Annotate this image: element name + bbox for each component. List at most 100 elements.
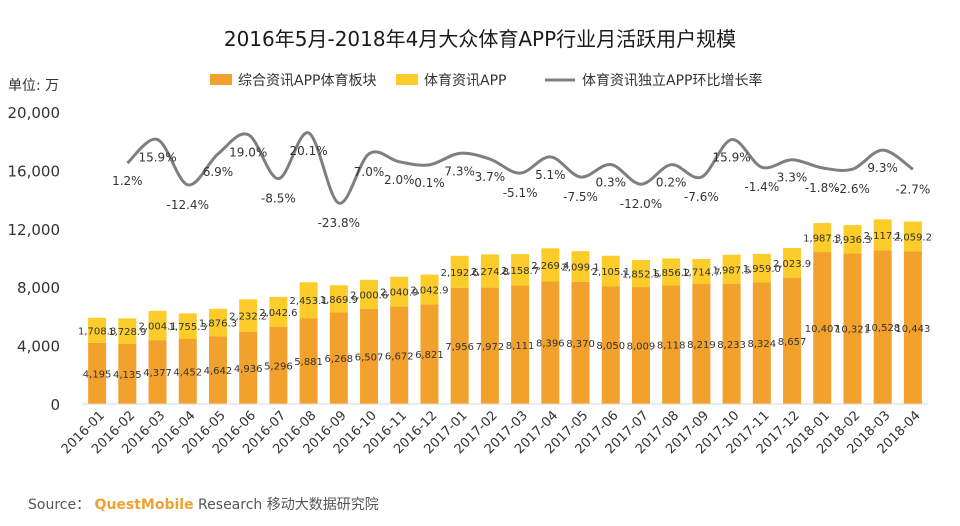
data-label-series-1: 8,233 bbox=[717, 340, 746, 351]
bar-segment-series-2 bbox=[752, 253, 771, 283]
bar-segment-series-2 bbox=[450, 255, 469, 288]
bar-segment-series-1 bbox=[903, 251, 922, 404]
bar-segment-series-2 bbox=[722, 254, 741, 284]
x-axis: 2016-012016-022016-032016-042016-052016-… bbox=[59, 403, 928, 457]
data-label-series-2: 1,876.3 bbox=[199, 319, 237, 330]
data-label-series-2: 2,269.4 bbox=[531, 261, 569, 272]
growth-rate-label: 19.0% bbox=[229, 146, 267, 160]
y-tick-label: 16,000 bbox=[8, 162, 61, 180]
bar-segment-series-2 bbox=[631, 260, 650, 288]
source-note: Source： QuestMobile Research 移动大数据研究院 bbox=[28, 494, 379, 514]
bar-segment-series-2 bbox=[420, 274, 439, 305]
growth-rate-label: 5.1% bbox=[535, 168, 566, 182]
growth-rate-label: 3.3% bbox=[777, 171, 808, 185]
bar-segment-series-1 bbox=[88, 342, 107, 404]
data-label-series-1: 10,407 bbox=[805, 324, 840, 335]
data-label-series-2: 1,714.7 bbox=[682, 267, 720, 278]
bar-segment-series-1 bbox=[813, 252, 832, 404]
bar-segment-series-1 bbox=[601, 286, 620, 404]
data-label-series-1: 6,507 bbox=[355, 352, 384, 363]
growth-rate-label: 0.1% bbox=[414, 176, 445, 190]
data-label-series-1: 4,936 bbox=[234, 364, 263, 375]
data-label-series-1: 4,452 bbox=[173, 368, 202, 379]
data-label-series-2: 2,042.9 bbox=[410, 286, 448, 297]
bar-segment-series-1 bbox=[873, 250, 892, 404]
bar-segment-series-1 bbox=[178, 339, 197, 404]
y-tick-label: 0 bbox=[50, 396, 60, 414]
bar-segment-series-1 bbox=[420, 304, 439, 404]
growth-rate-label: -1.4% bbox=[744, 180, 779, 194]
bar-marks: 4,195 1,708.8 4,135 1,728.9 4,377 2,004.1 4,45… bbox=[78, 219, 932, 404]
data-label-series-1: 8,657 bbox=[778, 337, 807, 348]
growth-rate-label: -7.6% bbox=[684, 190, 719, 204]
data-label-series-1: 5,296 bbox=[264, 361, 293, 372]
bar-segment-series-2 bbox=[601, 255, 620, 287]
data-label-series-1: 8,111 bbox=[506, 341, 535, 352]
data-label-series-2: 1,959.0 bbox=[743, 264, 781, 275]
bar-segment-series-2 bbox=[178, 313, 197, 340]
growth-rate-label: 3.7% bbox=[475, 170, 506, 184]
growth-rate-label: -12.4% bbox=[167, 198, 209, 212]
data-label-series-2: 2,099.1 bbox=[561, 262, 599, 273]
bar-segment-series-1 bbox=[239, 331, 258, 404]
bar-segment-series-1 bbox=[843, 253, 862, 404]
bar-segment-series-1 bbox=[722, 283, 741, 404]
bar-segment-series-1 bbox=[208, 336, 227, 404]
growth-line-group: 1.2% 15.9% -12.4% 6.9% 19.0% -8.5% 20.1% -23.8%… bbox=[112, 131, 930, 230]
data-label-series-2: 1,936.3 bbox=[833, 235, 871, 246]
bar-segment-series-1 bbox=[631, 287, 650, 404]
bar-segment-series-1 bbox=[148, 340, 167, 404]
data-label-series-2: 1,869.9 bbox=[320, 295, 358, 306]
data-label-series-1: 8,396 bbox=[536, 339, 565, 350]
bar-segment-series-2 bbox=[239, 299, 258, 332]
bar-segment-series-2 bbox=[903, 221, 922, 252]
bar-segment-series-2 bbox=[662, 258, 681, 286]
data-label-series-1: 4,135 bbox=[113, 370, 142, 381]
legend: 综合资讯APP体育板块 体育资讯APP 体育资讯独立APP环比增长率 bbox=[210, 72, 762, 89]
data-label-series-1: 10,443 bbox=[895, 324, 930, 335]
growth-rate-label: 15.9% bbox=[713, 151, 751, 165]
bar-segment-series-2 bbox=[360, 279, 379, 309]
data-label-series-1: 8,370 bbox=[566, 339, 595, 350]
legend-swatch-series-2 bbox=[396, 74, 418, 85]
bar-segment-series-2 bbox=[783, 248, 802, 278]
y-axis: 0 4,000 8,000 12,000 16,000 20,000 bbox=[8, 104, 61, 414]
y-tick-label: 20,000 bbox=[8, 104, 61, 122]
bar-segment-series-1 bbox=[692, 284, 711, 404]
data-label-series-1: 8,009 bbox=[627, 342, 656, 353]
data-label-series-1: 7,956 bbox=[445, 342, 474, 353]
data-label-series-1: 6,268 bbox=[325, 354, 354, 365]
data-label-series-1: 4,377 bbox=[143, 368, 172, 379]
data-label-series-1: 8,324 bbox=[748, 339, 777, 350]
legend-label-series-1: 综合资讯APP体育板块 bbox=[238, 73, 376, 89]
data-label-series-2: 2,042.6 bbox=[259, 308, 297, 319]
source-prefix: Source： bbox=[28, 497, 91, 513]
bar-segment-series-1 bbox=[299, 318, 318, 404]
growth-rate-label: -8.5% bbox=[261, 192, 296, 206]
data-label-series-2: 2,000.6 bbox=[350, 290, 388, 301]
bar-segment-series-1 bbox=[511, 285, 530, 404]
data-label-series-2: 2,023.9 bbox=[773, 259, 811, 270]
bar-segment-series-1 bbox=[783, 277, 802, 404]
growth-rate-label: 1.2% bbox=[112, 174, 143, 188]
data-label-series-2: 2,004.1 bbox=[138, 321, 176, 332]
bar-segment-series-2 bbox=[873, 219, 892, 251]
growth-rate-label: -5.1% bbox=[503, 186, 538, 200]
growth-rate-label: -12.0% bbox=[620, 197, 662, 211]
data-label-series-1: 4,195 bbox=[83, 369, 112, 380]
data-label-series-1: 6,672 bbox=[385, 351, 414, 362]
growth-rate-label: -1.8% bbox=[805, 181, 840, 195]
y-tick-label: 12,000 bbox=[8, 221, 61, 239]
source-suffix: Research 移动大数据研究院 bbox=[193, 497, 379, 513]
bar-segment-series-2 bbox=[813, 223, 832, 253]
data-label-series-1: 10,528 bbox=[865, 323, 900, 334]
bar-segment-series-1 bbox=[390, 306, 409, 404]
bar-segment-series-2 bbox=[541, 248, 560, 282]
y-tick-label: 4,000 bbox=[17, 338, 60, 356]
data-label-series-2: 2,117.1 bbox=[864, 231, 902, 242]
data-label-series-2: 1,987.3 bbox=[803, 234, 841, 245]
data-label-series-2: 1,852.5 bbox=[622, 270, 660, 281]
bar-segment-series-2 bbox=[118, 318, 137, 344]
